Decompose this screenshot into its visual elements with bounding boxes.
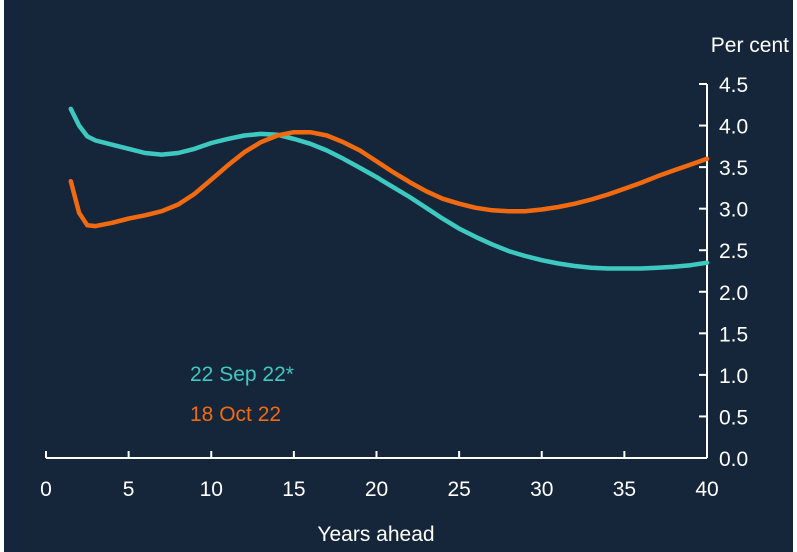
series-layer <box>68 106 710 271</box>
chart-frame: 0 5 10 15 20 25 30 35 40 0.0 0.5 1.0 1.5 2.0 2.5 3.0 3.5… <box>4 0 793 552</box>
legend-label-22-sep-22: 22 Sep 22* <box>190 363 294 386</box>
x-tick-label: 10 <box>200 478 223 501</box>
x-tick-label: 30 <box>530 478 553 501</box>
y-tick-label: 2.5 <box>719 240 748 263</box>
x-axis-title: Years ahead <box>317 523 434 546</box>
x-tick-label: 25 <box>447 478 470 501</box>
y-tick-label: 1.5 <box>719 323 748 346</box>
y-tick-label: 1.0 <box>719 365 748 388</box>
y-tick-label: 0.5 <box>719 406 748 429</box>
legend-label-18-oct-22: 18 Oct 22 <box>190 403 281 426</box>
y-tick-label: 0.0 <box>719 448 748 471</box>
series-line-0 <box>68 106 710 271</box>
x-tick-label: 40 <box>695 478 718 501</box>
x-tick-label: 0 <box>40 478 52 501</box>
line-chart: 0 5 10 15 20 25 30 35 400.0 0.5 1.0 1.5 2.0 2.5 3.0 3.5… <box>40 34 789 546</box>
y-tick-label: 4.5 <box>719 74 748 97</box>
x-tick-label: 35 <box>613 478 636 501</box>
x-tick-label: 5 <box>123 478 135 501</box>
labels-layer: Per cent Years ahead 22 Sep 22* 18 Oct 2… <box>190 34 789 546</box>
x-tick-label: 20 <box>365 478 388 501</box>
y-tick-label: 2.0 <box>719 282 748 305</box>
axes-layer: 0 5 10 15 20 25 30 35 400.0 0.5 1.0 1.5 2.0 2.5 3.0 3.5… <box>40 74 748 501</box>
y-tick-label: 4.0 <box>719 116 748 139</box>
series-line-1 <box>68 129 710 229</box>
y-axis-title: Per cent <box>711 34 789 57</box>
y-tick-label: 3.0 <box>719 199 748 222</box>
x-tick-label: 15 <box>282 478 305 501</box>
y-tick-label: 3.5 <box>719 157 748 180</box>
